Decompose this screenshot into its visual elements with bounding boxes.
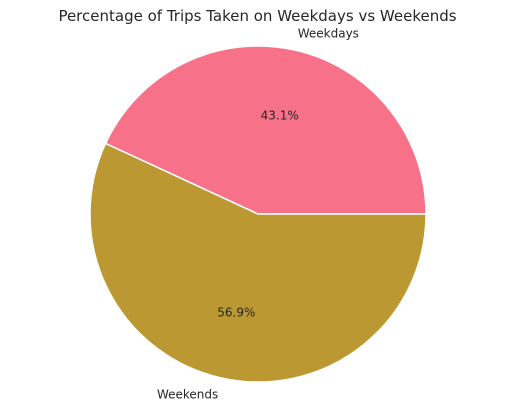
slice-label-weekdays: Weekdays — [298, 27, 359, 41]
pie-slice-weekends — [89, 142, 427, 383]
percent-label-weekdays: 43.1% — [261, 109, 299, 123]
chart-title: Percentage of Trips Taken on Weekdays vs… — [58, 7, 457, 25]
slice-label-weekends: Weekends — [157, 387, 218, 401]
pie-slice-weekdays — [104, 45, 427, 215]
percent-label-weekends: 56.9% — [217, 305, 255, 319]
